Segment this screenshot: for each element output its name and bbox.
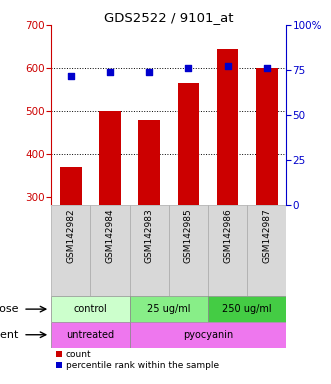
Bar [138,119,160,205]
Point [147,69,152,75]
Title: GDS2522 / 9101_at: GDS2522 / 9101_at [104,11,234,24]
Text: GSM142984: GSM142984 [106,208,115,263]
Text: dose: dose [0,304,19,314]
Text: GSM142986: GSM142986 [223,208,232,263]
Bar [208,296,286,322]
Bar [90,205,130,296]
Bar [208,205,247,296]
Point [68,73,73,79]
Bar [178,83,199,205]
Bar [51,205,90,296]
Text: agent: agent [0,330,19,340]
Bar [51,296,130,322]
Point [107,69,113,75]
Bar [51,322,130,348]
Text: 250 ug/ml: 250 ug/ml [222,304,272,314]
Text: untreated: untreated [67,330,115,340]
Text: pyocyanin: pyocyanin [183,330,233,340]
Text: 25 ug/ml: 25 ug/ml [147,304,191,314]
Bar [217,49,238,205]
Bar [256,68,277,205]
Text: GSM142982: GSM142982 [67,208,75,263]
Bar [99,111,121,205]
Point [264,65,269,71]
Bar [130,322,286,348]
Bar [247,205,286,296]
Text: control: control [73,304,107,314]
Legend: count, percentile rank within the sample: count, percentile rank within the sample [56,351,219,370]
Bar [130,205,169,296]
Text: GSM142987: GSM142987 [262,208,271,263]
Point [225,63,230,70]
Bar [60,167,82,205]
Bar [130,296,208,322]
Point [186,65,191,71]
Bar [169,205,208,296]
Text: GSM142985: GSM142985 [184,208,193,263]
Text: GSM142983: GSM142983 [145,208,154,263]
